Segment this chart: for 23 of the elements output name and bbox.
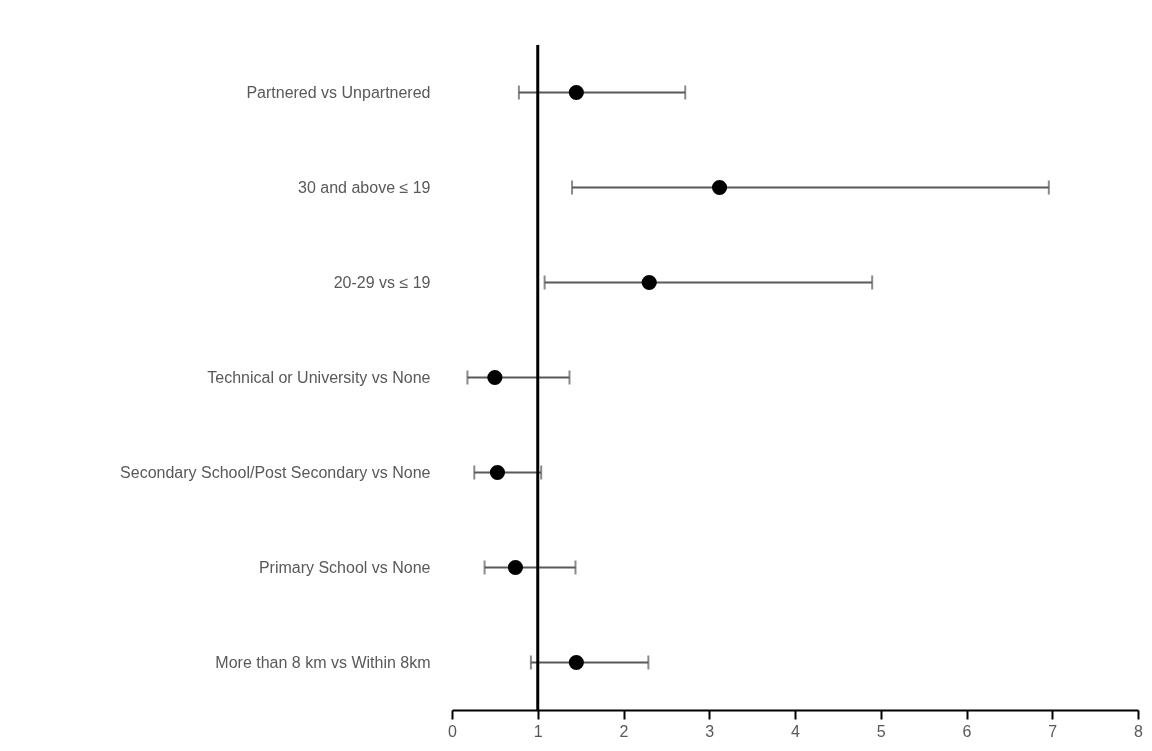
y-tick-label: Primary School vs None — [258, 558, 431, 576]
point — [489, 464, 506, 481]
y-tick-label: 20-29 vs ≤ 19 — [333, 273, 431, 291]
x-tick-label: 6 — [962, 722, 972, 740]
point — [568, 84, 584, 101]
point — [641, 274, 657, 291]
y-tick-label: Secondary School/Post Secondary vs None — [120, 463, 431, 481]
y-tick-label: 30 and above ≤ 19 — [298, 178, 431, 196]
y-tick-label: Partnered vs Unpartnered — [246, 83, 431, 101]
point — [487, 369, 503, 386]
x-tick-label: 7 — [1048, 722, 1058, 740]
y-tick-label: Technical or University vs None — [207, 368, 431, 386]
x-tick-label: 2 — [619, 722, 629, 740]
y-tick-label: More than 8 km vs Within 8km — [215, 653, 431, 671]
x-tick-label: 5 — [876, 722, 886, 740]
point — [507, 559, 524, 576]
point — [568, 654, 584, 671]
x-tick-label: 1 — [533, 722, 543, 740]
x-tick-label: 3 — [705, 722, 715, 740]
point — [711, 179, 728, 196]
x-tick-label: 8 — [1134, 722, 1144, 740]
x-tick-label: 0 — [448, 722, 458, 740]
x-tick-label: 4 — [791, 722, 801, 740]
